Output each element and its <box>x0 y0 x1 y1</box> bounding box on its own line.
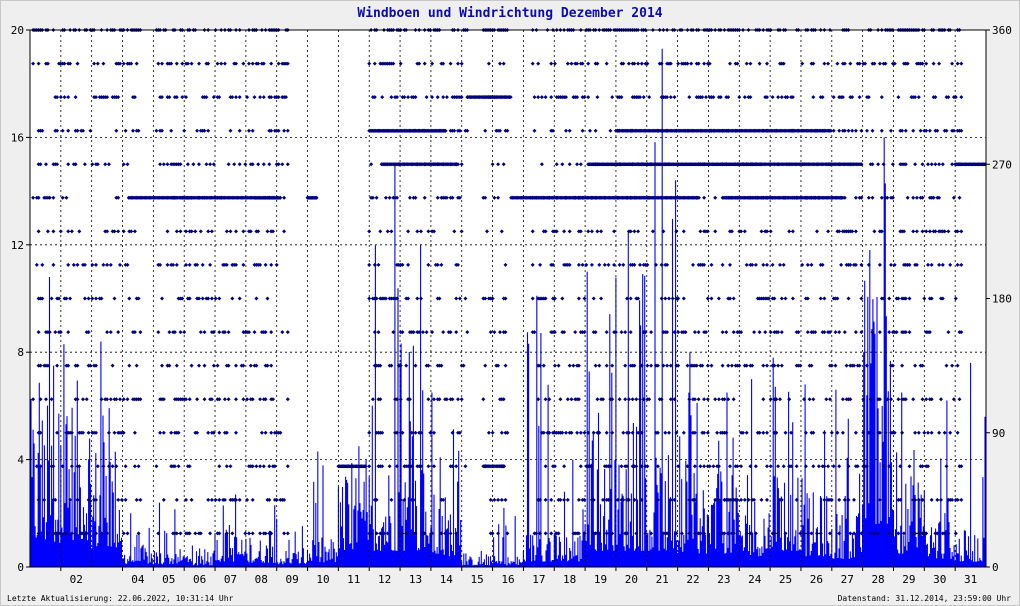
right-tick-label: 270 <box>992 158 1012 171</box>
x-tick-label: 24 <box>748 573 762 586</box>
left-axis-ticks: 0 4 8 12 16 20 <box>11 24 30 574</box>
x-tick-label: 14 <box>440 573 454 586</box>
left-tick-label: 8 <box>17 346 24 359</box>
x-tick-label: 10 <box>316 573 329 586</box>
x-tick-label: 20 <box>625 573 638 586</box>
x-tick-label: 28 <box>871 573 884 586</box>
x-tick-label: 22 <box>686 573 699 586</box>
left-tick-label: 12 <box>11 239 24 252</box>
data-status-text: Datenstand: 31.12.2014, 23:59:00 Uhr <box>837 594 1011 603</box>
x-tick-label: 05 <box>162 573 175 586</box>
x-tick-label: 27 <box>841 573 854 586</box>
left-tick-label: 16 <box>11 131 24 144</box>
right-tick-label: 360 <box>992 24 1012 37</box>
x-tick-label: 25 <box>779 573 792 586</box>
x-tick-label: 26 <box>810 573 823 586</box>
x-tick-label: 04 <box>131 573 145 586</box>
x-tick-label: 30 <box>933 573 946 586</box>
x-tick-label: 07 <box>224 573 237 586</box>
x-tick-label: 11 <box>347 573 360 586</box>
plot-background <box>30 30 986 567</box>
x-tick-label: 29 <box>902 573 915 586</box>
x-tick-label: 08 <box>255 573 268 586</box>
x-tick-label: 13 <box>409 573 422 586</box>
left-tick-label: 4 <box>17 454 24 467</box>
x-tick-label: 17 <box>532 573 545 586</box>
x-tick-label: 15 <box>471 573 484 586</box>
grid-lines <box>30 30 986 567</box>
x-tick-label: 18 <box>563 573 576 586</box>
x-tick-label: 23 <box>717 573 730 586</box>
right-tick-label: 90 <box>992 427 1005 440</box>
left-tick-label: 0 <box>17 561 24 574</box>
chart-title: Windboen und Windrichtung Dezember 2014 <box>357 6 663 21</box>
x-tick-label: 19 <box>594 573 607 586</box>
right-tick-label: 0 <box>992 561 999 574</box>
x-tick-label: 12 <box>378 573 391 586</box>
x-tick-label: 06 <box>193 573 206 586</box>
x-axis-ticks: 02 04 05 06 07 08 09 10 11 12 13 14 15 16 17 18 19 20 21 22… <box>60 567 977 586</box>
x-tick-label: 31 <box>964 573 977 586</box>
x-tick-label: 16 <box>501 573 514 586</box>
x-tick-label: 02 <box>70 573 83 586</box>
x-tick-label: 09 <box>286 573 299 586</box>
left-tick-label: 20 <box>11 24 24 37</box>
right-axis-ticks: 0 90 180 270 360 <box>986 24 1012 574</box>
last-update-text: Letzte Aktualisierung: 22.06.2022, 10:31… <box>7 594 234 603</box>
x-tick-label: 21 <box>656 573 669 586</box>
right-tick-label: 180 <box>992 293 1012 306</box>
